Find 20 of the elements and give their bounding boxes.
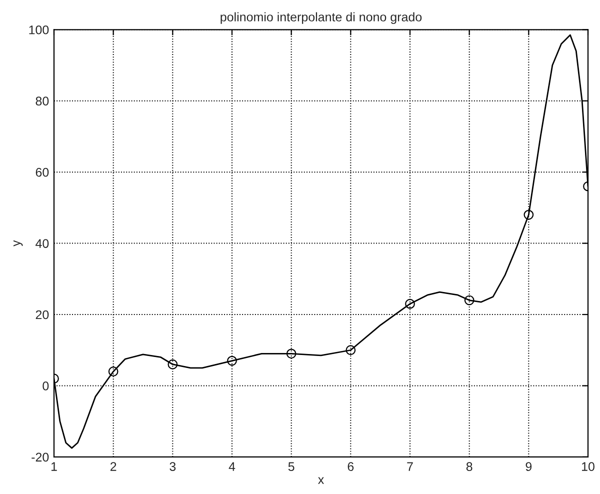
x-tick-label: 4 <box>228 462 236 471</box>
x-tick-label: 1 <box>51 462 57 471</box>
y-tick-label: 80 <box>36 96 49 106</box>
x-tick-label: 9 <box>526 462 532 471</box>
y-tick-label: 100 <box>29 25 49 34</box>
x-axis-title: x <box>318 477 324 484</box>
y-tick-label: 40 <box>36 239 49 248</box>
x-tick-label: 3 <box>170 462 176 471</box>
x-tick-label: 7 <box>407 462 413 471</box>
x-tick-label: 6 <box>348 462 354 471</box>
y-axis-title: y <box>14 240 23 246</box>
x-tick-label: 5 <box>288 462 294 471</box>
x-tick-label: 2 <box>110 462 116 471</box>
y-tick-label: 20 <box>36 310 49 320</box>
y-tick-label: 0 <box>42 382 49 390</box>
y-tick-label: 60 <box>36 168 49 177</box>
x-tick-label: 8 <box>466 462 472 471</box>
x-tick-label: 10 <box>582 462 594 471</box>
y-tick-label: -20 <box>32 452 49 462</box>
chart-title: polinomio interpolante di nono grado <box>220 12 422 24</box>
